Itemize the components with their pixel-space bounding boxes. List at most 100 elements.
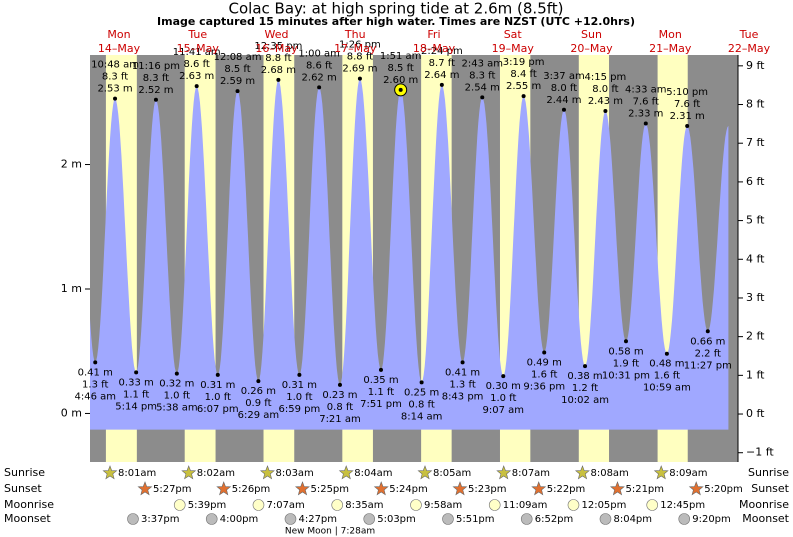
y2-tick-label: 3 ft bbox=[746, 291, 765, 304]
tide-point bbox=[276, 77, 281, 82]
tide-label: 8.0 ft bbox=[592, 84, 618, 95]
tide-label: 0.26 m bbox=[241, 386, 276, 397]
tide-label: 10:02 am bbox=[561, 395, 609, 406]
y2-tick-label: 5 ft bbox=[746, 214, 765, 227]
sunrise-icon bbox=[338, 465, 354, 480]
sunset-icon bbox=[609, 481, 625, 496]
tide-label: 1.6 ft bbox=[531, 369, 557, 380]
tide-point bbox=[521, 94, 526, 99]
tide-label: 0.41 m bbox=[78, 367, 113, 378]
y-tick-label: 2 m bbox=[61, 158, 82, 171]
y2-tick-label: 2 ft bbox=[746, 330, 765, 343]
day-weekday: Mon bbox=[659, 28, 682, 41]
y2-tick-label: 9 ft bbox=[746, 59, 765, 72]
tide-area bbox=[90, 78, 729, 430]
row-label-left: Sunrise bbox=[4, 466, 45, 479]
y2-tick-label: 4 ft bbox=[746, 252, 765, 265]
tide-label: 10:31 pm bbox=[602, 370, 650, 381]
day-weekday: Sat bbox=[504, 28, 523, 41]
moonset-icon bbox=[363, 513, 376, 525]
row-time: 12:45pm bbox=[660, 500, 705, 511]
tide-label: 2.43 m bbox=[588, 96, 623, 107]
tide-label: 1.0 ft bbox=[205, 392, 231, 403]
day-weekday: Wed bbox=[264, 28, 288, 41]
row-label-left: Moonset bbox=[4, 512, 51, 525]
tide-label: 1.0 ft bbox=[286, 392, 312, 403]
tide-label: 7:51 pm bbox=[360, 399, 402, 410]
row-time: 3:37pm bbox=[141, 514, 180, 525]
day-date: 17–May bbox=[334, 42, 377, 55]
tide-point bbox=[93, 360, 98, 365]
row-time: 5:27pm bbox=[153, 484, 192, 495]
moonrise-icon bbox=[173, 499, 186, 511]
sunrise-icon bbox=[417, 465, 433, 480]
tide-label: 10:48 am bbox=[91, 60, 139, 71]
y2-tick-label: 6 ft bbox=[746, 175, 765, 188]
tide-label: 1.2 ft bbox=[572, 383, 598, 394]
chart-subtitle: Image captured 15 minutes after high wat… bbox=[157, 15, 635, 28]
moonrise-icon bbox=[331, 499, 344, 511]
day-weekday: Sun bbox=[581, 28, 602, 41]
tide-label: 1:26 pm bbox=[339, 40, 381, 51]
tide-label: 2.62 m bbox=[302, 72, 337, 83]
moon-phase: New Moon | 7:28am bbox=[285, 527, 375, 537]
tide-label: 0.58 m bbox=[608, 346, 643, 357]
row-time: 5:24pm bbox=[389, 484, 428, 495]
moonset-icon bbox=[599, 513, 612, 525]
tide-point bbox=[439, 82, 444, 87]
tide-label: 7.6 ft bbox=[674, 99, 700, 110]
tide-point bbox=[235, 89, 240, 94]
tide-point bbox=[623, 339, 628, 344]
sunset-icon bbox=[137, 481, 153, 496]
moonset-icon bbox=[284, 513, 297, 525]
row-time: 8:08am bbox=[590, 468, 628, 479]
row-time: 6:52pm bbox=[535, 514, 574, 525]
tide-label: 5:10 pm bbox=[666, 87, 708, 98]
row-time: 5:20pm bbox=[704, 484, 743, 495]
row-label-left: Moonrise bbox=[4, 498, 54, 511]
tide-point bbox=[501, 374, 506, 379]
moonrise-icon bbox=[646, 499, 659, 511]
tide-label: 12:08 am bbox=[214, 52, 262, 63]
tide-label: 2.31 m bbox=[670, 111, 705, 122]
tide-label: 8.3 ft bbox=[102, 72, 128, 83]
tide-label: 5:14 pm bbox=[115, 401, 157, 412]
row-time: 8:35am bbox=[345, 500, 383, 511]
tide-label: 8:43 pm bbox=[442, 391, 484, 402]
tide-label: 0.31 m bbox=[282, 380, 317, 391]
tide-label: 2:43 am bbox=[462, 58, 504, 69]
tide-label: 2.33 m bbox=[628, 108, 663, 119]
tide-point bbox=[153, 97, 158, 102]
tide-label: 0.66 m bbox=[690, 336, 725, 347]
tide-label: 0.23 m bbox=[322, 390, 357, 401]
tide-point bbox=[317, 85, 322, 90]
tide-label: 2.53 m bbox=[97, 84, 132, 95]
tide-label: 0.8 ft bbox=[408, 399, 434, 410]
day-date: 20–May bbox=[570, 42, 613, 55]
tide-label: 2.52 m bbox=[138, 85, 173, 96]
day-date: 19–May bbox=[492, 42, 535, 55]
moonset-icon bbox=[205, 513, 218, 525]
tide-label: 8.3 ft bbox=[469, 70, 495, 81]
row-time: 8:09am bbox=[669, 468, 707, 479]
row-time: 8:01am bbox=[118, 468, 156, 479]
row-time: 4:27pm bbox=[298, 514, 337, 525]
tide-point bbox=[398, 87, 403, 92]
tide-point bbox=[134, 370, 139, 375]
tide-label: 2.55 m bbox=[506, 81, 541, 92]
tide-label: 0.9 ft bbox=[245, 398, 271, 409]
tide-label: 2.68 m bbox=[261, 65, 296, 76]
row-time: 5:21pm bbox=[625, 484, 664, 495]
tide-label: 4:15 pm bbox=[585, 72, 627, 83]
tide-label: 4:33 am bbox=[625, 84, 667, 95]
tide-label: 9:36 pm bbox=[523, 381, 565, 392]
tide-label: 2.60 m bbox=[383, 75, 418, 86]
tide-label: 8.7 ft bbox=[429, 58, 455, 69]
chart-title: Colac Bay: at high spring tide at 2.6m (… bbox=[229, 0, 564, 18]
row-label-right: Moonrise bbox=[739, 498, 789, 511]
row-time: 8:04pm bbox=[613, 514, 652, 525]
row-label-right: Moonset bbox=[742, 512, 789, 525]
tide-label: 1.6 ft bbox=[654, 371, 680, 382]
row-time: 8:07am bbox=[512, 468, 550, 479]
tide-label: 9:07 am bbox=[483, 405, 525, 416]
